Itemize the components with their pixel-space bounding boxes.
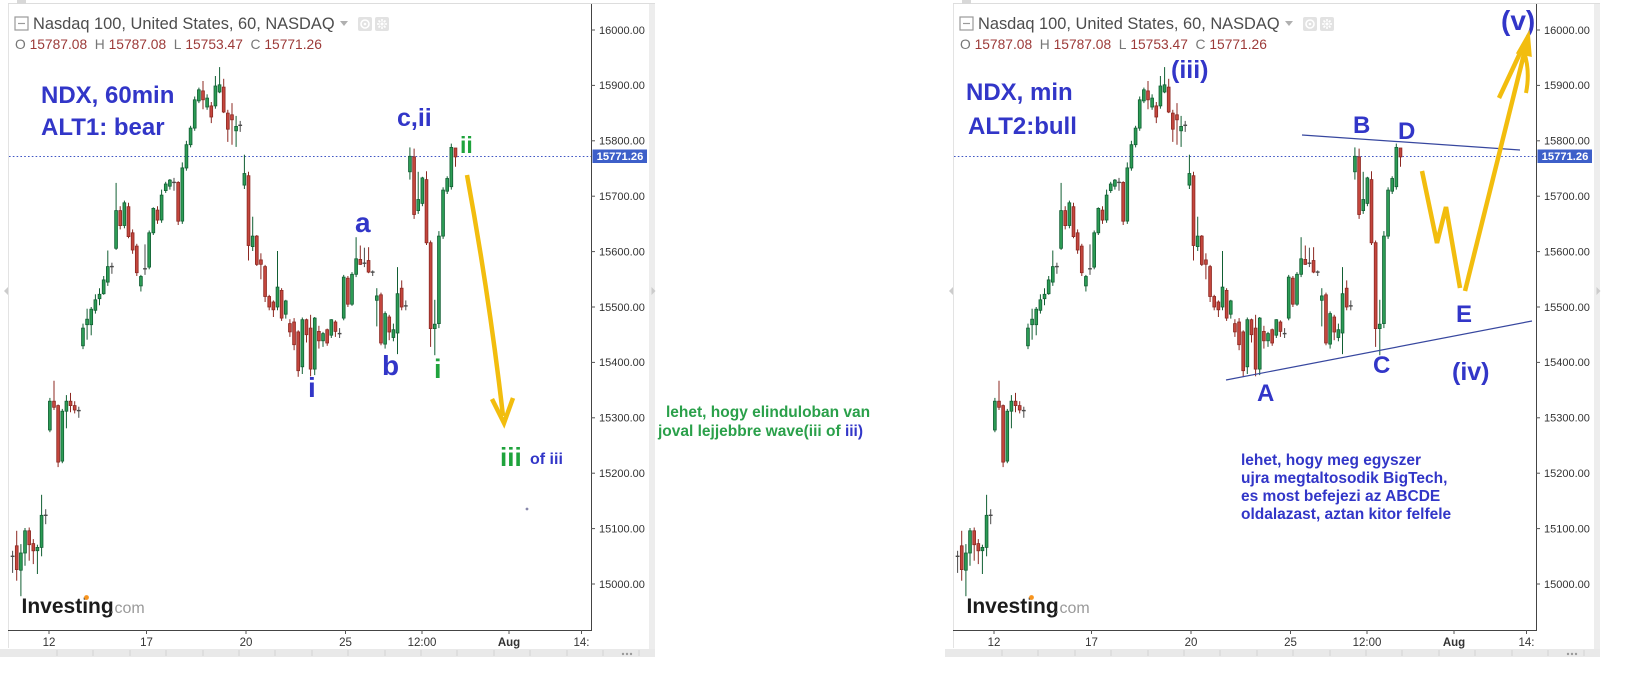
svg-text:iii: iii	[500, 442, 522, 472]
svg-text:D: D	[1398, 118, 1415, 145]
svg-text:lehet, hogy elinduloban van: lehet, hogy elinduloban van	[666, 404, 870, 421]
svg-text:NDX, 60min: NDX, 60min	[41, 82, 174, 109]
svg-text:C: C	[1373, 352, 1390, 379]
svg-text:i: i	[434, 354, 442, 384]
svg-text:(iv): (iv)	[1452, 358, 1490, 386]
svg-text:es most befejezi az ABCDE: es most befejezi az ABCDE	[1241, 488, 1440, 505]
svg-text:(v): (v)	[1501, 5, 1535, 36]
svg-text:ii: ii	[460, 132, 473, 158]
svg-text:a: a	[355, 207, 371, 238]
svg-text:NDX, min: NDX, min	[966, 79, 1073, 106]
svg-text:ALT1: bear: ALT1: bear	[41, 114, 165, 141]
svg-text:oldalazast, aztan kitor felfel: oldalazast, aztan kitor felfele	[1241, 506, 1452, 523]
svg-text:A: A	[1257, 380, 1274, 407]
svg-text:lehet, hogy meg egyszer: lehet, hogy meg egyszer	[1241, 452, 1421, 469]
svg-text:ALT2:bull: ALT2:bull	[968, 113, 1077, 140]
svg-text:of iii: of iii	[530, 451, 563, 468]
svg-text:c,ii: c,ii	[397, 104, 432, 132]
svg-text:joval lejjebbre wave(iii of ii: joval lejjebbre wave(iii of iii)	[657, 423, 863, 440]
svg-text:b: b	[382, 350, 399, 381]
svg-text:B: B	[1353, 112, 1370, 139]
svg-text:i: i	[308, 372, 316, 403]
svg-text:ujra megtaltosodik BigTech,: ujra megtaltosodik BigTech,	[1241, 470, 1447, 487]
svg-text:E: E	[1456, 301, 1472, 328]
svg-text:(iii): (iii)	[1171, 56, 1209, 84]
